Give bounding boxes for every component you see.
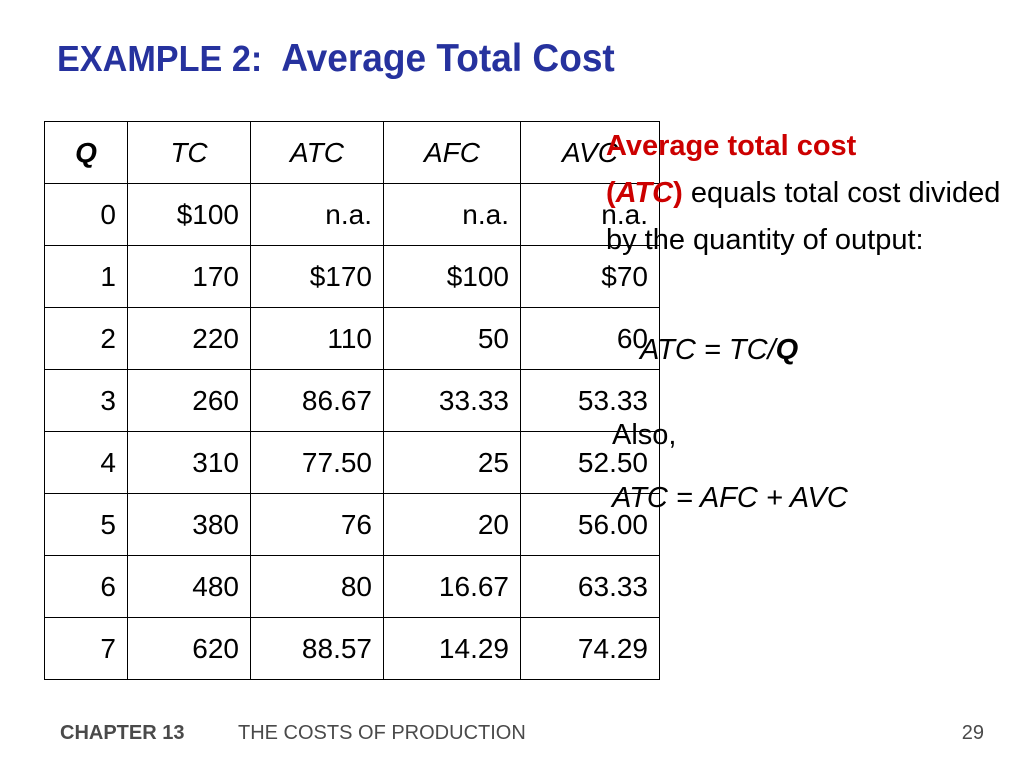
table-row: 0 $100 n.a. n.a. n.a. — [44, 183, 660, 246]
cell-tc: 380 — [127, 493, 251, 556]
table-row: 2 220 110 50 60 — [44, 307, 660, 370]
cell-avc: 63.33 — [520, 555, 660, 618]
cell-q: 4 — [44, 431, 128, 494]
cell-atc: 88.57 — [250, 617, 384, 680]
page-number: 29 — [961, 722, 984, 744]
cell-atc: n.a. — [250, 183, 384, 246]
cell-afc: 20 — [383, 493, 521, 556]
definition-abbr: ATC — [615, 177, 674, 209]
definition-term: Average total cost — [606, 130, 857, 162]
header-q: Q — [44, 121, 128, 184]
header-tc: TC — [127, 121, 251, 184]
cell-q: 1 — [44, 245, 128, 308]
cost-table: Q TC ATC AFC AVC 0 $100 n.a. n.a. n.a. 1 170 $1… — [44, 121, 660, 680]
header-afc: AFC — [383, 121, 521, 184]
cell-tc: 220 — [127, 307, 251, 370]
cell-afc: 50 — [383, 307, 521, 370]
cell-q: 7 — [44, 617, 128, 680]
table-row: 6 480 80 16.67 63.33 — [44, 555, 660, 618]
cell-atc: 86.67 — [250, 369, 384, 432]
cell-afc: 16.67 — [383, 555, 521, 618]
cell-q: 0 — [44, 183, 128, 246]
cell-afc: n.a. — [383, 183, 521, 246]
cell-afc: 25 — [383, 431, 521, 494]
definition-open-paren: ( — [606, 177, 616, 209]
also-label: Also, — [612, 419, 677, 451]
header-atc: ATC — [250, 121, 384, 184]
table-row: 5 380 76 20 56.00 — [44, 493, 660, 556]
definition-close-paren: ) — [673, 177, 683, 209]
definition-text: Average total cost (ATC) equals total cos… — [606, 123, 1006, 264]
table-row: 1 170 $170 $100 $70 — [44, 245, 660, 308]
atc-formula-lhs: ATC = TC/ — [640, 334, 776, 366]
cell-avc: 56.00 — [520, 493, 660, 556]
cell-avc: 60 — [520, 307, 660, 370]
cell-avc: $70 — [520, 245, 660, 308]
table-row: 4 310 77.50 25 52.50 — [44, 431, 660, 494]
cell-atc: $170 — [250, 245, 384, 308]
table-body: 0 $100 n.a. n.a. n.a. 1 170 $170 $100 $70 2 220 110 5… — [44, 183, 660, 680]
cell-tc: 620 — [127, 617, 251, 680]
cell-afc: $100 — [383, 245, 521, 308]
footer-chapter-title: THE COSTS OF PRODUCTION — [238, 722, 526, 744]
cell-atc: 110 — [250, 307, 384, 370]
cell-q: 3 — [44, 369, 128, 432]
atc-sum-formula: ATC = AFC + AVC — [612, 482, 848, 514]
title-main: Average Total Cost — [281, 37, 615, 80]
slide-title: EXAMPLE 2: Average Total Cost — [57, 35, 615, 83]
footer-chapter: CHAPTER 13 — [60, 722, 185, 744]
cell-avc: 74.29 — [520, 617, 660, 680]
definition-rest: equals total cost divided by the quantit… — [606, 177, 1001, 256]
cell-tc: 480 — [127, 555, 251, 618]
cell-q: 5 — [44, 493, 128, 556]
cell-tc: 170 — [127, 245, 251, 308]
cell-atc: 80 — [250, 555, 384, 618]
cell-afc: 33.33 — [383, 369, 521, 432]
cell-atc: 77.50 — [250, 431, 384, 494]
atc-formula: ATC = TC/Q — [640, 330, 1024, 370]
cell-atc: 76 — [250, 493, 384, 556]
cell-q: 2 — [44, 307, 128, 370]
cell-afc: 14.29 — [383, 617, 521, 680]
cell-avc: n.a. — [520, 183, 660, 246]
cell-tc: $100 — [127, 183, 251, 246]
table-row: 3 260 86.67 33.33 53.33 — [44, 369, 660, 432]
table-row: 7 620 88.57 14.29 74.29 — [44, 617, 660, 680]
cell-tc: 260 — [127, 369, 251, 432]
cell-tc: 310 — [127, 431, 251, 494]
cell-q: 6 — [44, 555, 128, 618]
title-prefix: EXAMPLE 2: — [57, 38, 263, 79]
header-avc: AVC — [520, 121, 660, 184]
table-header-row: Q TC ATC AFC AVC — [44, 121, 660, 184]
atc-formula-q: Q — [775, 334, 799, 366]
